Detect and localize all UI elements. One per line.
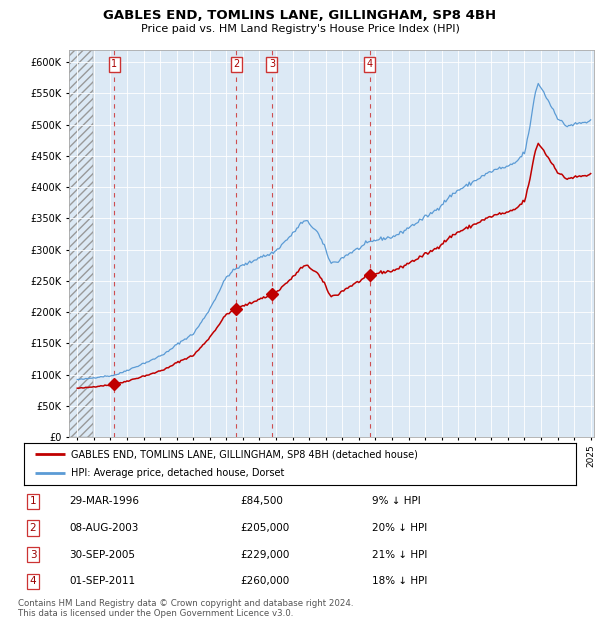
Text: £205,000: £205,000 <box>240 523 289 533</box>
Text: 4: 4 <box>367 60 373 69</box>
Text: 4: 4 <box>29 576 37 587</box>
Text: 3: 3 <box>29 549 37 560</box>
Text: 08-AUG-2003: 08-AUG-2003 <box>69 523 139 533</box>
Text: GABLES END, TOMLINS LANE, GILLINGHAM, SP8 4BH (detached house): GABLES END, TOMLINS LANE, GILLINGHAM, SP… <box>71 449 418 459</box>
Text: 21% ↓ HPI: 21% ↓ HPI <box>372 549 427 560</box>
Text: Contains HM Land Registry data © Crown copyright and database right 2024.
This d: Contains HM Land Registry data © Crown c… <box>18 599 353 618</box>
Text: 1: 1 <box>112 60 118 69</box>
Text: Price paid vs. HM Land Registry's House Price Index (HPI): Price paid vs. HM Land Registry's House … <box>140 24 460 33</box>
Text: £260,000: £260,000 <box>240 576 289 587</box>
Text: 1: 1 <box>29 496 37 507</box>
Text: 20% ↓ HPI: 20% ↓ HPI <box>372 523 427 533</box>
Text: £229,000: £229,000 <box>240 549 289 560</box>
Text: 9% ↓ HPI: 9% ↓ HPI <box>372 496 421 507</box>
Bar <box>69 50 92 437</box>
Text: GABLES END, TOMLINS LANE, GILLINGHAM, SP8 4BH: GABLES END, TOMLINS LANE, GILLINGHAM, SP… <box>103 9 497 22</box>
Text: 2: 2 <box>29 523 37 533</box>
Text: 30-SEP-2005: 30-SEP-2005 <box>69 549 135 560</box>
Text: HPI: Average price, detached house, Dorset: HPI: Average price, detached house, Dors… <box>71 469 284 479</box>
Text: 2: 2 <box>233 60 239 69</box>
Text: £84,500: £84,500 <box>240 496 283 507</box>
Text: 18% ↓ HPI: 18% ↓ HPI <box>372 576 427 587</box>
Text: 3: 3 <box>269 60 275 69</box>
Text: 29-MAR-1996: 29-MAR-1996 <box>69 496 139 507</box>
Text: 01-SEP-2011: 01-SEP-2011 <box>69 576 135 587</box>
